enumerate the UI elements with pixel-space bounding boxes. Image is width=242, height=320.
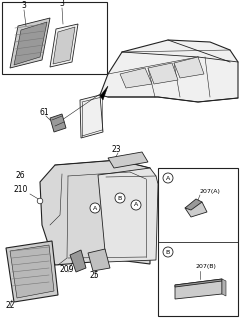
- Circle shape: [115, 193, 125, 203]
- Text: 26: 26: [16, 171, 26, 180]
- Polygon shape: [40, 160, 150, 265]
- Text: 61: 61: [40, 108, 50, 117]
- Polygon shape: [175, 279, 222, 299]
- Circle shape: [163, 173, 173, 183]
- Text: 22: 22: [6, 301, 15, 310]
- Circle shape: [37, 198, 43, 204]
- Text: 3: 3: [60, 0, 64, 8]
- Polygon shape: [185, 199, 202, 210]
- Polygon shape: [222, 279, 226, 296]
- Text: 210: 210: [14, 185, 28, 194]
- Polygon shape: [108, 152, 148, 168]
- Polygon shape: [14, 22, 47, 65]
- Polygon shape: [10, 245, 54, 298]
- Circle shape: [131, 200, 141, 210]
- Text: 23: 23: [112, 145, 122, 154]
- Polygon shape: [53, 27, 75, 64]
- FancyBboxPatch shape: [2, 2, 107, 74]
- Polygon shape: [70, 250, 86, 272]
- Polygon shape: [175, 279, 222, 287]
- Polygon shape: [50, 114, 66, 132]
- Text: A: A: [134, 203, 138, 207]
- Polygon shape: [10, 18, 50, 68]
- Polygon shape: [98, 168, 158, 262]
- Polygon shape: [80, 95, 103, 138]
- Polygon shape: [100, 86, 108, 100]
- Polygon shape: [148, 63, 178, 84]
- Text: 3: 3: [22, 1, 26, 10]
- Text: B: B: [166, 250, 170, 254]
- Text: B: B: [118, 196, 122, 201]
- Polygon shape: [6, 241, 58, 302]
- Polygon shape: [100, 40, 238, 102]
- Polygon shape: [88, 249, 110, 271]
- Polygon shape: [120, 68, 152, 88]
- Polygon shape: [185, 202, 207, 217]
- Circle shape: [90, 203, 100, 213]
- Text: 207(B): 207(B): [196, 264, 217, 269]
- Text: 207(A): 207(A): [200, 189, 221, 194]
- Circle shape: [163, 247, 173, 257]
- Text: A: A: [166, 175, 170, 180]
- Polygon shape: [50, 24, 78, 67]
- Text: A: A: [93, 205, 97, 211]
- Polygon shape: [174, 57, 204, 78]
- Text: 209: 209: [60, 265, 75, 274]
- FancyBboxPatch shape: [158, 168, 238, 316]
- Text: 25: 25: [90, 271, 100, 280]
